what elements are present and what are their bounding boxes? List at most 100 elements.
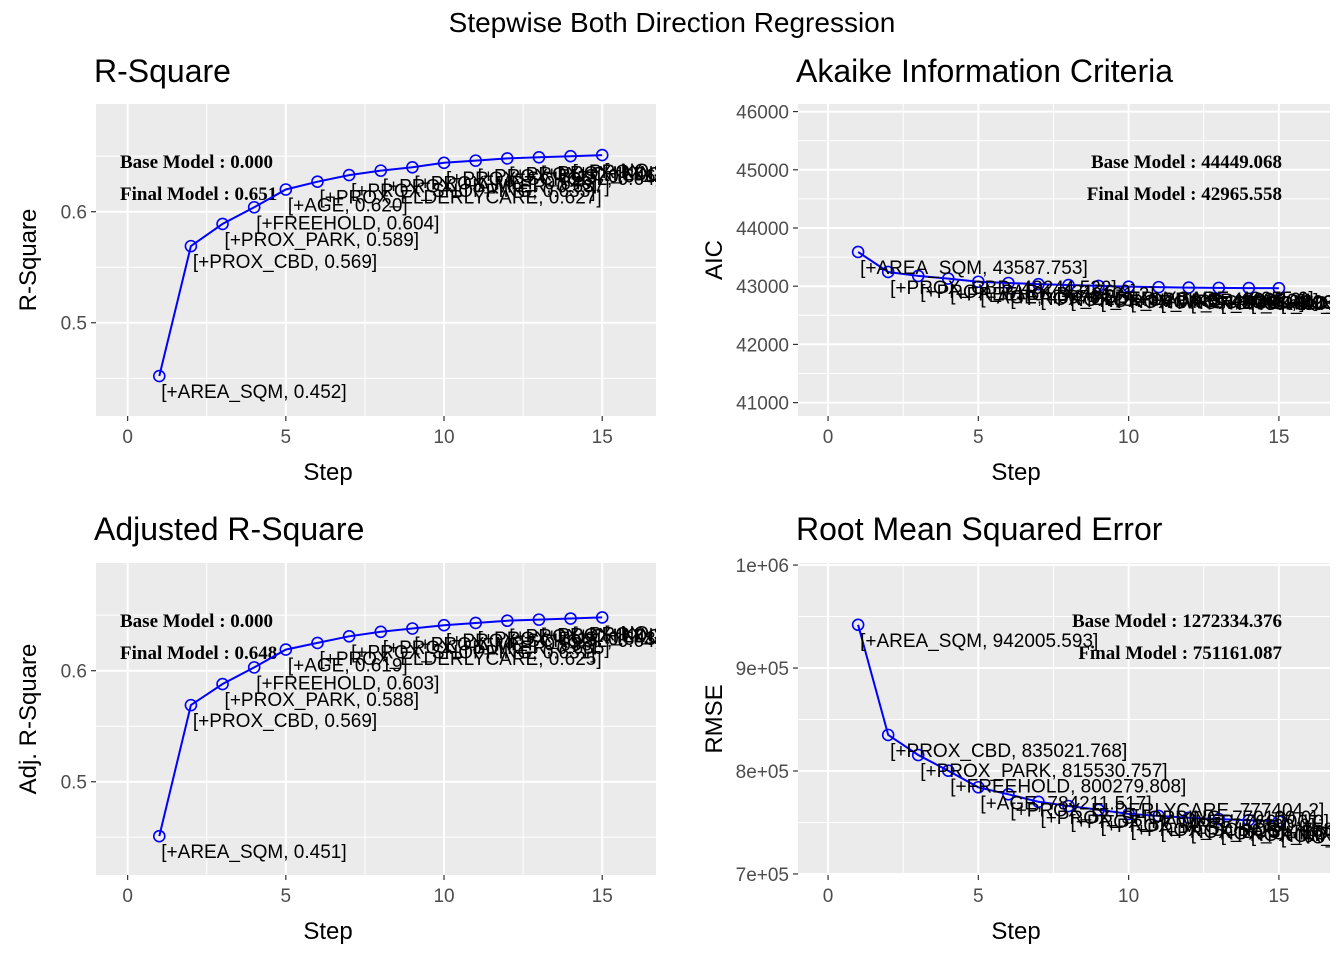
panel-1-point-1 (152, 369, 166, 383)
panel-2-point-5 (972, 275, 985, 289)
panel-4-point-14 (1242, 813, 1256, 827)
panel-2-series-line (857, 251, 1279, 290)
panel-2-point-4 (941, 272, 955, 285)
panel-3-point-5 (279, 643, 293, 656)
panel-1-point-5 (279, 183, 293, 196)
panel-1-point-label-8: [+PROX_HAWKER, 0.637] (383, 177, 610, 198)
panel-4-point-label-14: [+PROX_SPM, 752200.0] (1251, 826, 1344, 847)
panel-3-point-label-12: [+PROX_CHILDCARE, 0.645] (509, 627, 763, 648)
panel-2-point-label-15: [+NO_OF_UNITS, 42965.558] (1281, 294, 1344, 315)
panel-3-point-1 (152, 829, 166, 843)
panel-3-point-label-2: [+PROX_CBD, 0.569] (193, 711, 377, 732)
panel-2-annotation-2: Final Model : 42965.558 (1087, 184, 1282, 205)
panel-1-y-tick-label: 0.5 (61, 314, 87, 335)
panel-3-point-label-4: [+FREEHOLD, 0.603] (256, 673, 439, 694)
panel-2-point-1 (851, 245, 865, 259)
panel-2-point-label-2: [+PROX_CBD, 43244.522] (890, 278, 1117, 299)
panel-4-title: Root Mean Squared Error (796, 511, 1163, 547)
panel-2-point-label-12: [+PROX_CHILDCARE, 42976.4] (1191, 294, 1344, 315)
panel-1-x-tick-label: 10 (433, 427, 454, 448)
figure-title: Stepwise Both Direction Regression (449, 7, 896, 38)
panel-4-point-13 (1212, 812, 1226, 826)
panel-4-y-tick-label: 1e+06 (736, 556, 789, 577)
panel-4-point-6 (1002, 787, 1015, 801)
panel-3-point-label-10: [+PROX_SCHOOL, 0.641] (446, 631, 670, 652)
panel-2-x-axis-label: Step (991, 459, 1040, 486)
panel-1-point-label-14: [+PROX_SPM, 0.650] (573, 162, 758, 183)
panel-1-point-12 (500, 152, 514, 165)
panel-1-point-14 (564, 149, 577, 163)
panel-3-x-tick-label: 5 (281, 886, 292, 907)
panel-3-point-label-5: [+AGE, 0.619] (288, 656, 408, 677)
panel-1-point-13 (532, 150, 546, 164)
panel-3-point-label-13: [+PROX_KIN, 0.646] (541, 626, 717, 647)
panel-3-y-tick-label: 0.5 (61, 773, 87, 794)
panel-3-point-2 (184, 698, 198, 712)
panel-3-point-label-15: [+NO_OF_UNITS, 0.648] (604, 623, 817, 644)
panel-4-annotation-1: Base Model : 1272334.376 (1072, 611, 1282, 632)
panel-3-point-label-7: [+PROX_SHOPPING, 0.631] (351, 642, 595, 663)
panel-1-point-label-5: [+AGE, 0.620] (288, 195, 408, 216)
panel-2-y-tick-label: 42000 (736, 335, 789, 356)
panel-4-point-4 (941, 764, 955, 778)
panel-2-annotation-1: Base Model : 44449.068 (1091, 152, 1282, 173)
panel-3-point-7 (342, 629, 356, 643)
panel-2: 0 5 10 15 41000 42000 43000 44000 45000 46000 Akai… (701, 53, 1344, 486)
panel-2-point-3 (911, 269, 925, 283)
panel-2-title: Akaike Information Criteria (796, 53, 1173, 89)
panel-1-point-label-3: [+PROX_PARK, 0.589] (225, 230, 419, 251)
panel-2-y-tick-label: 43000 (736, 277, 789, 298)
panel-2-point-2 (881, 265, 895, 279)
panel-2-point-label-5: [+AGE, 43076.5] (980, 288, 1121, 309)
panel-3-point-10 (437, 618, 451, 632)
panel-4-point-label-11: [+PROX_BUS, 756400.0] (1161, 822, 1344, 843)
panel-1-point-9 (406, 160, 419, 174)
panel-2-point-12 (1182, 281, 1196, 294)
panel-4-point-9 (1092, 803, 1105, 817)
panel-1-point-7 (342, 168, 356, 182)
panel-1-point-label-1: [+AREA_SQM, 0.452] (161, 382, 346, 403)
panel-1-series-line (158, 154, 603, 377)
panel-1-title: R-Square (94, 53, 231, 89)
panel-1-point-10 (437, 156, 451, 170)
panel-3-x-axis-label: Step (303, 918, 352, 945)
panel-2-y-axis-label: AIC (701, 240, 728, 280)
panel-4-point-1 (851, 618, 865, 632)
panel-2-y-tick-label: 44000 (736, 219, 789, 240)
panel-1-x-tick-label: 15 (592, 427, 613, 448)
panel-4-point-3 (911, 748, 925, 762)
panel-3-point-15 (595, 611, 609, 624)
panel-4-point-label-8: [+PROX_HAWKER, 766000.0] (1071, 812, 1330, 833)
panel-2-point-14 (1242, 281, 1256, 295)
panel-2-grid (798, 104, 1330, 416)
panel-1-point-label-2: [+PROX_CBD, 0.569] (193, 252, 377, 273)
panel-4-x-tick-label: 10 (1118, 886, 1139, 907)
panel-2-point-label-7: [+PROX_SHOPPING, 43035.2] (1040, 290, 1306, 311)
panel-3-point-9 (406, 622, 419, 635)
panel-2-point-label-13: [+PROX_KIN, 42971.2] (1221, 294, 1344, 315)
panel-3-point-label-6: [+PROX_ELDERLYCARE, 0.625] (319, 649, 601, 670)
panel-2-y-tick-label: 41000 (736, 394, 789, 415)
panel-2-point-15 (1272, 281, 1286, 295)
panel-4-y-axis-label: RMSE (701, 684, 728, 753)
panel-2-y-tick-label: 46000 (736, 103, 789, 124)
panel-4-background (798, 563, 1330, 875)
panel-4-y-tick-label: 7e+05 (736, 865, 789, 886)
panel-4-point-label-3: [+PROX_PARK, 815530.757] (920, 761, 1167, 782)
panel-4-point-12 (1182, 811, 1196, 825)
panel-1-point-label-12: [+PROX_CHILDCARE, 0.648] (509, 164, 763, 185)
panel-3-y-tick-label: 0.6 (61, 662, 87, 683)
panel-2-point-label-14: [+PROX_SPM, 42967.9] (1251, 294, 1344, 315)
panel-4-x-tick-label: 0 (823, 886, 834, 907)
panel-3-annotation-1: Base Model : 0.000 (120, 611, 273, 632)
panel-4-point-label-4: [+FREEHOLD, 800279.808] (950, 777, 1186, 798)
panel-3-point-8 (374, 625, 388, 639)
panel-2-content: Base Model : 44449.068 Final Model : 4296… (851, 152, 1344, 315)
panel-2-x-tick-label: 15 (1268, 427, 1289, 448)
panel-4-point-label-10: [+PROX_SCHOOL, 758300.0] (1131, 820, 1344, 841)
panel-4-point-2 (881, 728, 895, 742)
panel-1-point-label-4: [+FREEHOLD, 0.604] (256, 213, 439, 234)
panel-1-point-label-10: [+PROX_SCHOOL, 0.644] (446, 169, 670, 190)
panel-4-x-tick-label: 15 (1268, 886, 1289, 907)
